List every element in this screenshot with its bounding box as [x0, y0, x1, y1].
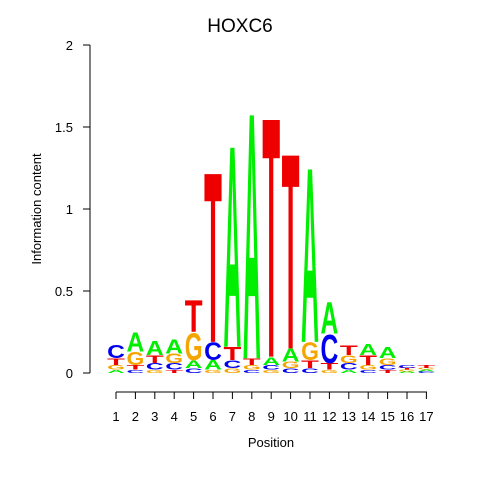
y-tick-label: 2	[66, 38, 73, 53]
logo-letter-C: C	[340, 361, 358, 371]
x-tick-label: 11	[303, 409, 317, 424]
logo-letter-A: A	[243, 39, 261, 434]
logo-letter-T: T	[204, 121, 222, 393]
x-tick-label: 13	[342, 409, 356, 424]
logo-letter-C: C	[417, 371, 435, 374]
logo-letter-T: T	[379, 369, 397, 374]
y-axis-ticks: 0 0.5 1 1.5 2	[55, 38, 90, 381]
x-tick-label: 16	[400, 409, 414, 424]
logo-letter-G: G	[146, 369, 164, 374]
logo-letter-A: A	[185, 359, 203, 371]
logo-letter-C: C	[398, 364, 416, 369]
logo-letter-T: T	[224, 344, 242, 364]
logo-letter-A: A	[398, 371, 416, 374]
logo-letter-G: G	[223, 367, 241, 375]
logo-letter-C: C	[282, 367, 300, 375]
x-tick-label: 10	[283, 409, 297, 424]
logo-letter-A: A	[126, 326, 144, 358]
logo-letter-G: G	[126, 349, 144, 369]
x-axis-ticks: 1 2 3 4 5 6 7 8 9 10 11 12 13 14 15 16 17	[112, 392, 434, 424]
logo-letter-C: C	[185, 367, 203, 375]
logo-letter-T: T	[243, 356, 261, 367]
x-tick-label: 2	[132, 409, 139, 424]
logo-letter-G: G	[243, 364, 261, 372]
x-tick-label: 15	[380, 409, 394, 424]
y-tick-label: 0.5	[55, 284, 73, 299]
logo-letter-T: T	[340, 342, 358, 358]
logo-letter-G: G	[321, 369, 339, 374]
logo-letter-C: C	[359, 369, 377, 374]
logo-letter-T: T	[185, 291, 203, 342]
logo-letter-A: A	[282, 345, 300, 366]
logo-letter-G: G	[262, 369, 280, 374]
x-tick-label: 8	[248, 409, 255, 424]
logo-letter-A: A	[359, 341, 377, 359]
logo-letter-G: G	[418, 368, 436, 371]
logo-letter-G: G	[340, 353, 358, 366]
logo-letter-C: C	[301, 367, 319, 375]
x-tick-label: 4	[171, 409, 178, 424]
x-tick-label: 14	[361, 409, 375, 424]
logo-letter-A: A	[107, 369, 125, 374]
logo-letter-A: A	[379, 344, 397, 362]
x-tick-label: 7	[229, 409, 236, 424]
logo-letter-T: T	[165, 369, 183, 374]
logo-letter-T: T	[126, 364, 144, 371]
logo-letter-C: C	[107, 341, 125, 362]
logo-letter-C: C	[127, 369, 145, 374]
x-axis: 1 2 3 4 5 6 7 8 9 10 11 12 13 14 15 16 17	[112, 391, 434, 424]
logo-letter-A: A	[320, 293, 338, 344]
y-tick-label: 1.5	[55, 120, 73, 135]
logo-letter-C: C	[321, 327, 339, 373]
y-tick-label: 1	[66, 202, 73, 217]
logo-letter-T: T	[146, 353, 164, 366]
chart-title: HOXC6	[207, 16, 272, 37]
x-tick-label: 3	[151, 409, 158, 424]
x-tick-label: 9	[268, 409, 275, 424]
logo-letter-C: C	[165, 361, 183, 371]
logo-letter-G: G	[107, 364, 125, 372]
y-axis-label: Information content	[29, 153, 44, 265]
logo-letter-G: G	[398, 369, 416, 372]
logo-letter-G: G	[204, 369, 222, 374]
logo-letter-T: T	[301, 358, 319, 371]
x-tick-label: 12	[322, 409, 336, 424]
logo-letter-C: C	[262, 364, 280, 372]
logo-letter-C: C	[243, 369, 261, 374]
logo-letter-C: C	[146, 361, 164, 371]
logo-letter-C: C	[204, 339, 222, 366]
logo-letter-A: A	[165, 334, 183, 358]
logo-letter-A: A	[340, 369, 358, 374]
logo-letter-T: T	[282, 97, 300, 409]
logo-letter-A: A	[301, 115, 319, 395]
logo-letter-T: T	[418, 364, 436, 369]
logo-letter-A: A	[224, 85, 242, 409]
logo-letter-G: G	[379, 356, 397, 366]
y-axis: 0 0.5 1 1.5 2	[55, 38, 91, 381]
logo-letter-A: A	[146, 336, 164, 360]
logo-letter-T: T	[321, 361, 339, 372]
logo-letter-G: G	[301, 338, 319, 366]
logo-letter-T: T	[398, 368, 416, 371]
logo-letter-A: A	[262, 355, 280, 367]
logo-letter-G: G	[185, 325, 203, 369]
logo-letter-A: A	[417, 369, 435, 372]
logo-letter-C: C	[379, 364, 397, 372]
x-tick-label: 17	[419, 409, 433, 424]
logo-letter-A: A	[204, 358, 222, 373]
logo-letter-T: T	[359, 352, 377, 368]
x-axis-label: Position	[248, 435, 294, 450]
x-tick-label: 1	[112, 409, 119, 424]
logo-letter-G: G	[282, 360, 300, 370]
x-tick-label: 6	[209, 409, 216, 424]
logo-letter-G: G	[165, 351, 183, 366]
logo-letter-T: T	[262, 45, 280, 430]
logo-letter-G: G	[359, 364, 377, 372]
logo-letter-C: C	[224, 359, 242, 371]
y-tick-label: 0	[66, 366, 73, 381]
logo-letter-T: T	[107, 356, 125, 367]
x-tick-label: 5	[190, 409, 197, 424]
